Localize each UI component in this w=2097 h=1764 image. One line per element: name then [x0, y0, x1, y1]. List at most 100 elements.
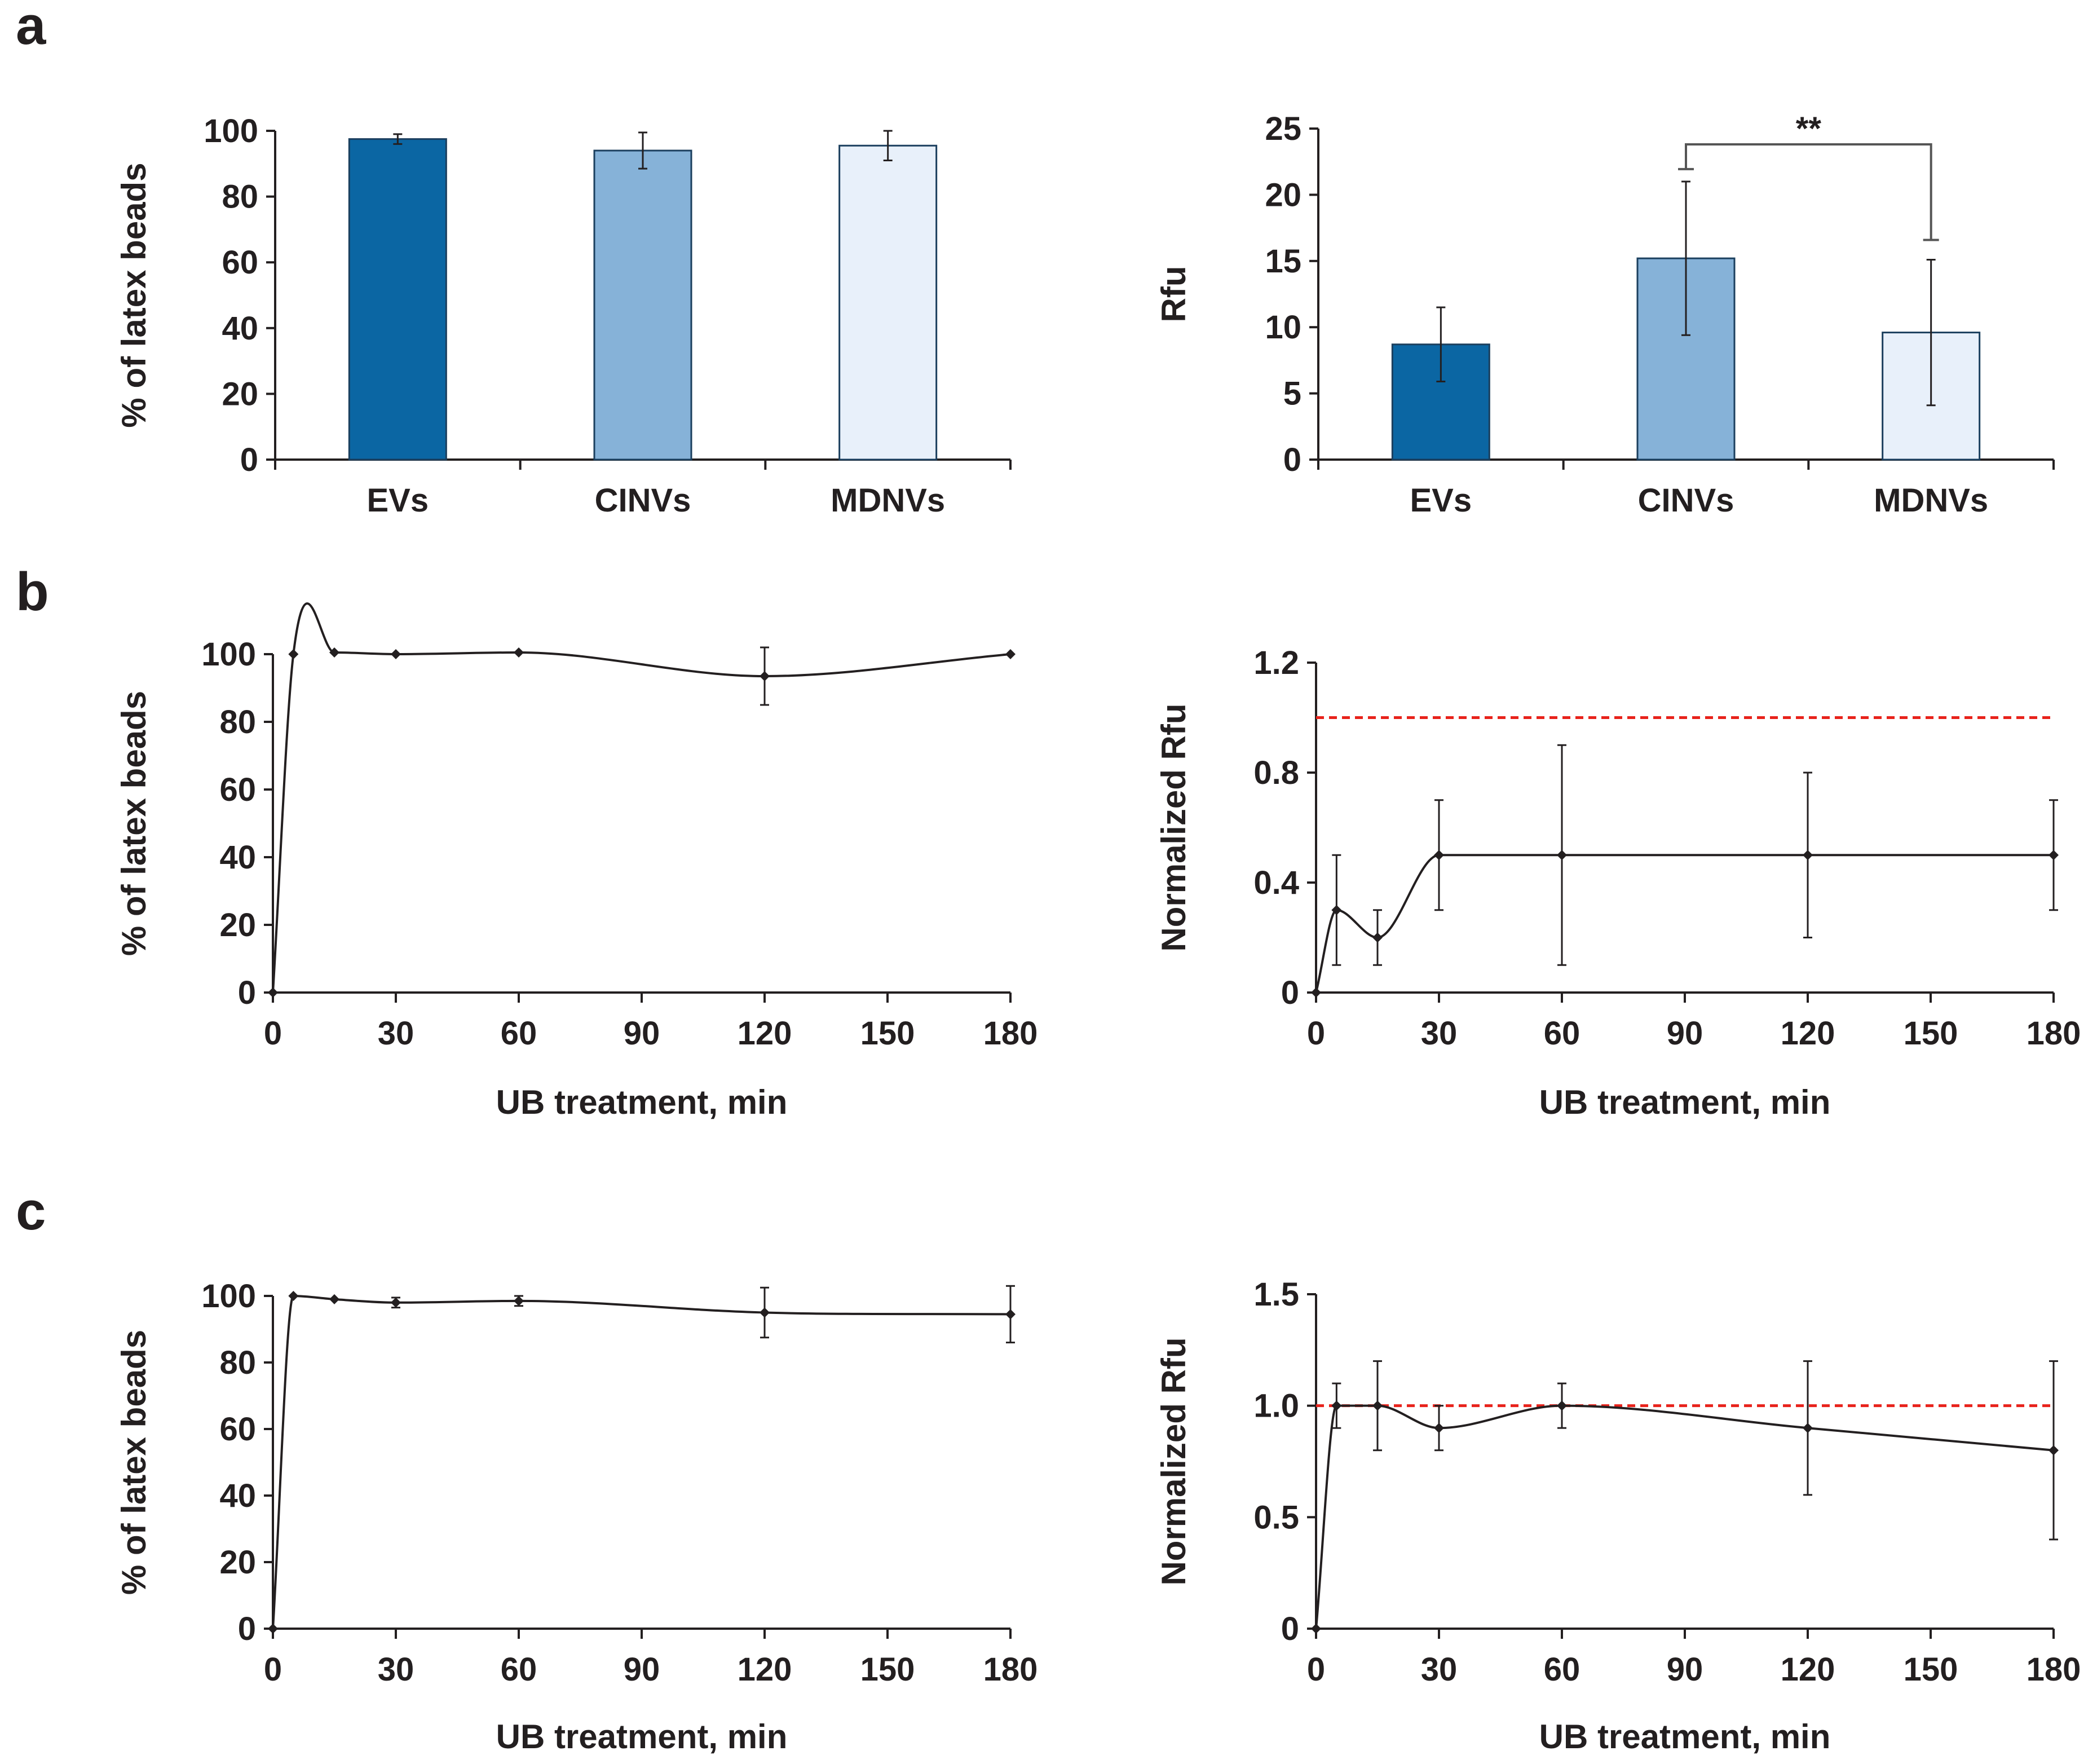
y-axis-title: % of latex beads: [115, 162, 153, 427]
significance-label: **: [1796, 111, 1822, 147]
bar-evs: [348, 138, 447, 461]
y-axis-title: Normalized Rfu: [1155, 1337, 1193, 1585]
y-tick-label: 0.4: [1253, 865, 1299, 901]
data-point: [268, 1624, 278, 1634]
y-tick-label: 0.5: [1253, 1499, 1299, 1536]
data-point: [1005, 649, 1016, 659]
data-point: [760, 1307, 770, 1318]
x-tick-label: 180: [2027, 1015, 2081, 1052]
x-tick-label: 60: [501, 1651, 537, 1688]
chart-c-right: 0 0.5 1.0 1.5 Normalized Rfu 0 30 60 90 120 150 180…: [1155, 1276, 2081, 1756]
y-tick-label: 1.5: [1253, 1276, 1299, 1313]
y-tick-label: 20: [219, 1544, 256, 1581]
y-tick-label: 60: [219, 1411, 256, 1448]
y-tick-label: 5: [1283, 376, 1301, 412]
x-tick-label: 180: [983, 1015, 1038, 1052]
y-tick-label: 15: [1265, 243, 1301, 280]
data-point: [391, 1297, 401, 1308]
significance-bracket: [1685, 143, 1932, 240]
x-tick-label: 150: [860, 1651, 915, 1688]
x-tick-label: 120: [738, 1651, 792, 1688]
x-tick-label: 180: [2027, 1651, 2081, 1688]
x-axis-title: UB treatment, min: [496, 1718, 788, 1756]
panel-letter-a: a: [16, 0, 46, 56]
data-point: [288, 649, 299, 659]
x-tick-label: 150: [1904, 1651, 1958, 1688]
data-point: [1803, 1423, 1813, 1434]
x-tick-label: 120: [1781, 1015, 1835, 1052]
x-tick-label: 90: [624, 1015, 660, 1052]
data-point: [760, 671, 770, 681]
y-tick-label: 1.0: [1253, 1388, 1299, 1425]
x-tick-label: 0: [264, 1015, 282, 1052]
series-line: [1315, 1404, 2054, 1629]
y-tick-label: 60: [219, 771, 256, 808]
data-point: [329, 647, 339, 658]
category-label: MDNVs: [1874, 482, 1988, 519]
x-tick-label: 60: [501, 1015, 537, 1052]
y-axis-title: Normalized Rfu: [1155, 703, 1193, 951]
x-tick-label: 120: [738, 1015, 792, 1052]
data-point: [2049, 850, 2059, 861]
data-point: [1331, 905, 1342, 915]
y-axis-title: % of latex beads: [115, 691, 153, 956]
data-point: [1434, 1423, 1444, 1434]
x-tick-label: 0: [1307, 1015, 1325, 1052]
data-point: [1311, 1624, 1321, 1634]
category-label: CINVs: [595, 482, 691, 519]
y-tick-label: 0: [240, 442, 258, 478]
x-tick-label: 30: [1421, 1015, 1458, 1052]
bar-cinvs: [593, 149, 692, 461]
x-tick-label: 180: [983, 1651, 1038, 1688]
x-axis-title: UB treatment, min: [496, 1083, 788, 1121]
x-tick-label: 30: [1421, 1651, 1458, 1688]
y-tick-label: 1.2: [1253, 645, 1299, 681]
x-tick-label: 90: [1667, 1651, 1703, 1688]
data-point: [1372, 1400, 1383, 1411]
x-tick-label: 120: [1781, 1651, 1835, 1688]
data-point: [288, 1291, 299, 1301]
y-tick-label: 20: [222, 376, 258, 412]
y-tick-label: 0: [238, 974, 256, 1011]
data-point: [514, 647, 524, 658]
category-label: EVs: [1410, 482, 1472, 519]
x-tick-label: 0: [264, 1651, 282, 1688]
data-point: [1434, 850, 1444, 861]
y-tick-label: 20: [1265, 177, 1301, 213]
series-line: [1315, 854, 2054, 993]
y-tick-label: 40: [219, 839, 256, 876]
chart-c-left: 0 20 40 60 80 100 % of latex beads 0 30 60 90 120 15…: [115, 1278, 1038, 1756]
category-label: EVs: [367, 482, 429, 519]
y-tick-label: 40: [219, 1478, 256, 1514]
y-tick-label: 80: [222, 179, 258, 215]
data-point: [1311, 987, 1321, 998]
y-tick-label: 0.8: [1253, 755, 1299, 791]
y-tick-label: 60: [222, 244, 258, 281]
y-tick-label: 80: [219, 1344, 256, 1381]
y-tick-label: 100: [204, 113, 258, 149]
bar-mdnvs: [838, 144, 938, 461]
y-tick-label: 40: [222, 310, 258, 347]
data-point: [1372, 932, 1383, 943]
category-label: CINVs: [1638, 482, 1734, 519]
x-tick-label: 60: [1544, 1651, 1581, 1688]
bar-evs: [1391, 343, 1490, 461]
x-tick-label: 60: [1544, 1015, 1581, 1052]
panel-letter-c: c: [16, 1181, 46, 1241]
x-axis-title: UB treatment, min: [1539, 1718, 1831, 1756]
y-axis-title: Rfu: [1155, 266, 1193, 323]
x-tick-label: 30: [378, 1651, 414, 1688]
data-point: [2049, 1445, 2059, 1456]
data-point: [1557, 850, 1567, 861]
y-tick-label: 25: [1265, 111, 1301, 147]
y-tick-label: 10: [1265, 309, 1301, 346]
y-tick-label: 100: [201, 1278, 256, 1315]
chart-a-left: 0 20 40 60 80 100 % of latex beads EVs CINVs MDNV…: [115, 113, 1012, 519]
y-tick-label: 80: [219, 704, 256, 740]
data-point: [268, 987, 278, 998]
y-tick-label: 100: [201, 636, 256, 673]
x-tick-label: 150: [860, 1015, 915, 1052]
data-point: [514, 1295, 524, 1306]
chart-b-right: 0 0.4 0.8 1.2 Normalized Rfu 0 30 60 90 120 150 180…: [1155, 645, 2081, 1121]
